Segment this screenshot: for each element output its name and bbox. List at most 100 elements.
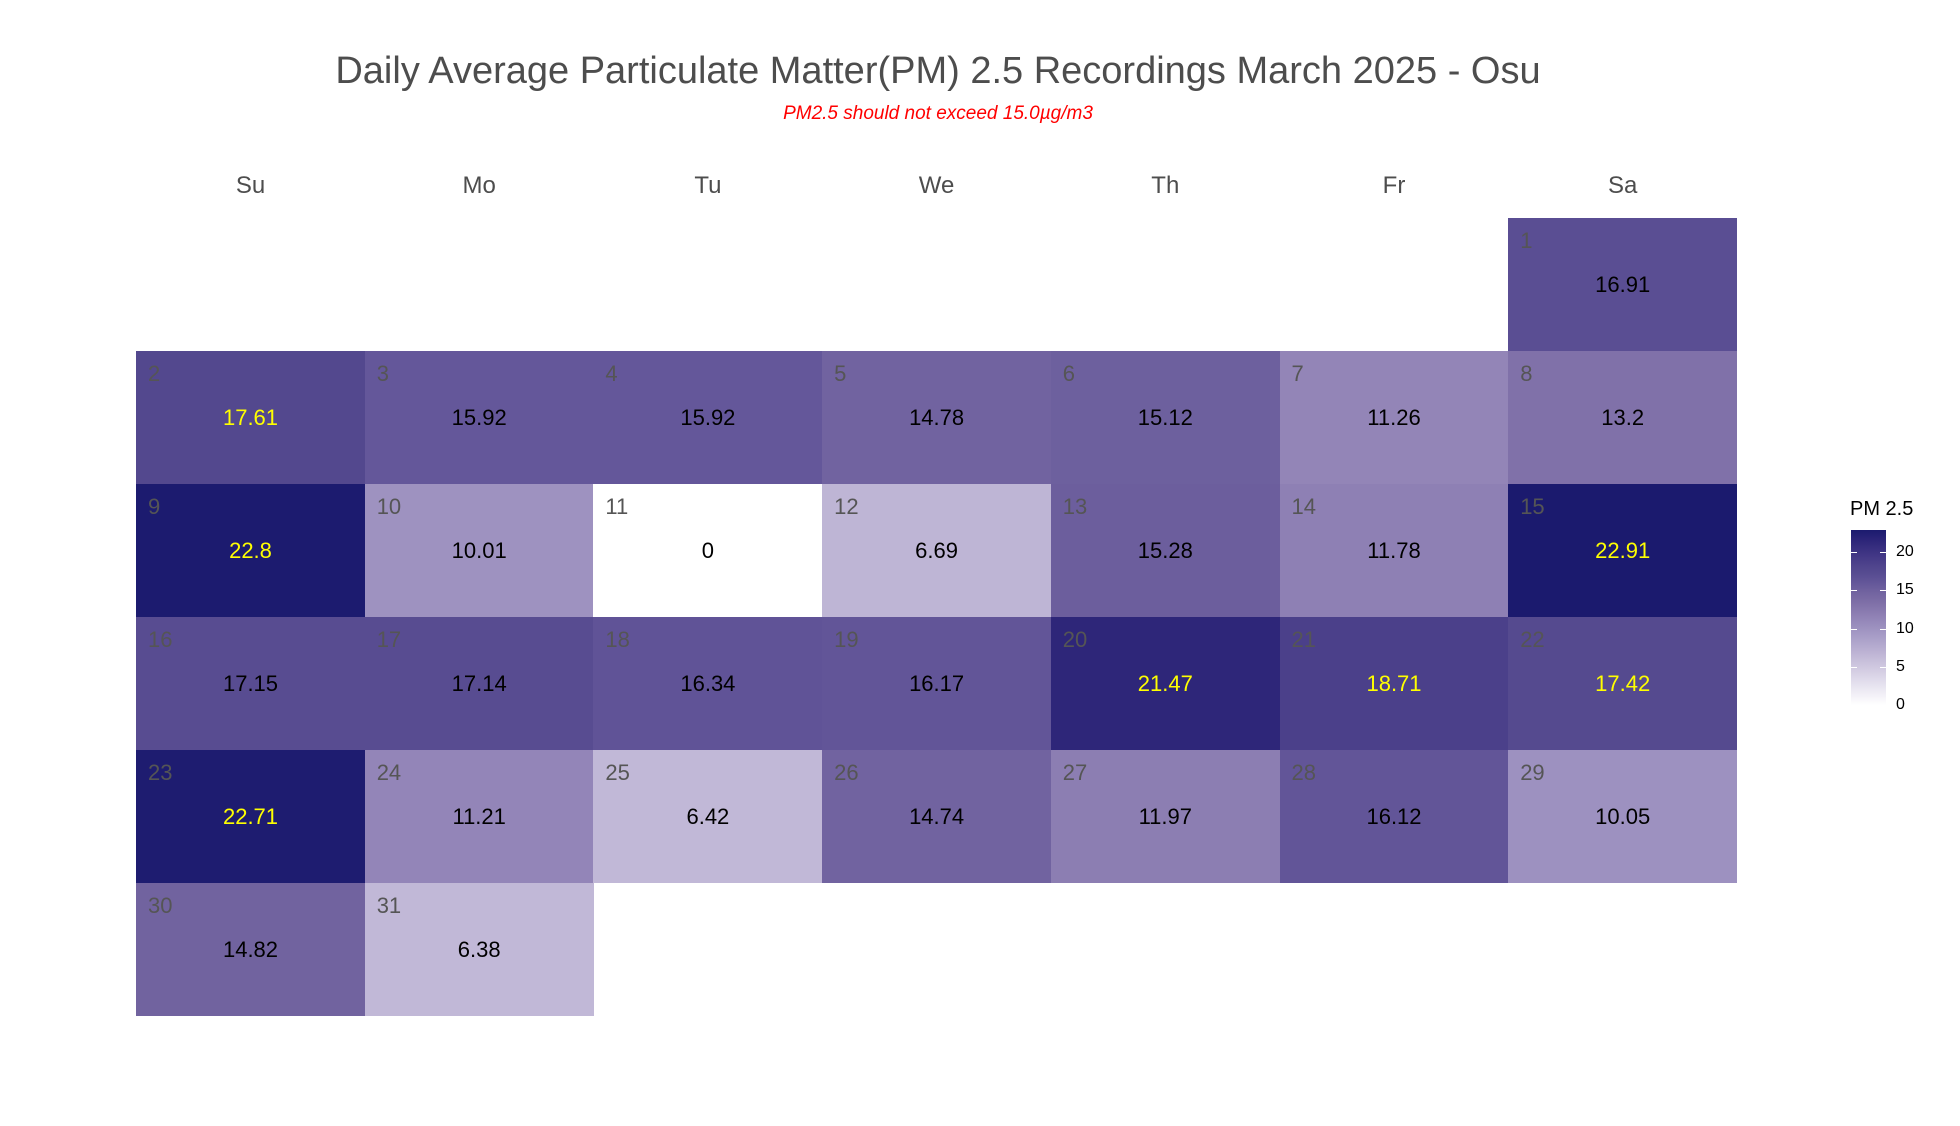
day-number-label: 5 (834, 361, 847, 386)
value-label: 17.14 (451, 671, 507, 696)
heatmap-cell: 26 14.74 (822, 750, 1052, 883)
heatmap-cell: 10 10.01 (364, 484, 594, 617)
value-label: 15.28 (1137, 538, 1193, 563)
chart-subtitle: PM2.5 should not exceed 15.0µg/m3 (783, 103, 1093, 124)
legend-tick-mark (1880, 590, 1886, 592)
day-number-label: 28 (1291, 760, 1316, 785)
value-label: 16.34 (680, 671, 736, 696)
value-label: 15.12 (1137, 405, 1193, 430)
heatmap-cell: 17 17.14 (364, 617, 594, 750)
legend-gradient-rect (1851, 530, 1886, 705)
day-number-label: 31 (376, 893, 402, 918)
heatmap-cell: 11 0 (593, 484, 823, 617)
heatmap-cell: 6 15.12 (1050, 351, 1280, 484)
value-label: 14.78 (909, 405, 965, 430)
weekday-header-fr: Fr (1382, 172, 1406, 199)
legend-tick-mark (1880, 628, 1886, 630)
value-label: 14.74 (909, 804, 965, 829)
day-number-label: 11 (605, 494, 629, 519)
value-label: 11.21 (452, 804, 506, 829)
value-label: 11.78 (1367, 538, 1421, 563)
heatmap-cell: 20 21.47 (1050, 617, 1280, 750)
day-number-label: 26 (834, 760, 859, 785)
heatmap-cell: 7 11.26 (1279, 351, 1509, 484)
legend-tick-label: 15 (1896, 581, 1914, 599)
value-label: 17.61 (222, 405, 279, 430)
day-number-label: 30 (148, 893, 173, 918)
heatmap-cell: 9 22.8 (136, 484, 365, 617)
legend-tick-mark (1851, 590, 1857, 592)
legend-tick-mark (1851, 552, 1857, 554)
weekday-header-su: Su (235, 172, 266, 199)
day-number-label: 13 (1062, 494, 1088, 519)
day-number-label: 24 (376, 760, 402, 785)
heatmap-cell: 1 16.91 (1508, 218, 1738, 351)
day-number-label: 29 (1520, 760, 1545, 785)
weekday-header-mo: Mo (462, 172, 496, 199)
legend-tick-label: 20 (1896, 543, 1914, 561)
day-number-label: 1 (1520, 228, 1533, 253)
value-label: 6.69 (915, 538, 958, 563)
legend-colorbar (1851, 530, 1886, 705)
weekday-header-we: We (918, 172, 955, 199)
value-label: 18.71 (1366, 671, 1422, 696)
day-number-label: 21 (1291, 627, 1316, 652)
value-label: 11.97 (1138, 804, 1192, 829)
day-number-label: 10 (376, 494, 402, 519)
value-label: 14.82 (222, 937, 279, 962)
legend-tick-mark (1851, 666, 1857, 668)
heatmap-cell: 5 14.78 (822, 351, 1052, 484)
heatmap-cell: 27 11.97 (1050, 750, 1280, 883)
heatmap-cell: 31 6.38 (364, 883, 594, 1016)
chart-title: Daily Average Particulate Matter(PM) 2.5… (335, 50, 1541, 92)
day-number-label: 19 (834, 627, 859, 652)
heatmap-cell: 18 16.34 (593, 617, 823, 750)
heatmap-cell: 23 22.71 (136, 750, 365, 883)
day-number-label: 22 (1520, 627, 1545, 652)
day-number-label: 12 (834, 494, 859, 519)
legend-tick-label: 5 (1896, 657, 1905, 675)
legend-tick-label: 0 (1896, 696, 1905, 713)
heatmap-cell: 14 11.78 (1279, 484, 1509, 617)
heatmap-cell: 15 22.91 (1508, 484, 1738, 617)
value-label: 16.17 (909, 671, 965, 696)
day-number-label: 8 (1520, 361, 1533, 386)
heatmap-cell: 3 15.92 (364, 351, 594, 484)
heatmap-cell: 28 16.12 (1279, 750, 1509, 883)
weekday-header-tu: Tu (694, 172, 722, 199)
heatmap-cell: 19 16.17 (822, 617, 1052, 750)
value-label: 11.26 (1367, 405, 1421, 430)
day-number-label: 6 (1062, 361, 1076, 386)
day-number-label: 20 (1062, 627, 1088, 652)
value-label: 16.91 (1595, 272, 1651, 297)
value-label: 10.05 (1595, 804, 1651, 829)
value-label: 22.91 (1595, 538, 1651, 563)
day-number-label: 3 (376, 361, 389, 386)
weekday-header-sa: Sa (1608, 172, 1638, 199)
day-number-label: 18 (605, 627, 630, 652)
value-label: 13.2 (1601, 405, 1645, 430)
heatmap-cell: 24 11.21 (364, 750, 594, 883)
heatmap-cell: 25 6.42 (593, 750, 823, 883)
heatmap-cell: 30 14.82 (136, 883, 365, 1016)
legend-tick-label: 10 (1896, 619, 1914, 637)
heatmap-cell: 4 15.92 (593, 351, 823, 484)
day-number-label: 16 (148, 627, 173, 652)
value-label: 0 (701, 538, 715, 563)
colorbar-legend: PM 2.5 0 5 10 15 20 (1848, 498, 1958, 728)
heatmap-cell: 13 15.28 (1050, 484, 1280, 617)
legend-title: PM 2.5 (1850, 498, 1914, 520)
value-label: 17.42 (1595, 671, 1651, 696)
weekday-header-th: Th (1151, 172, 1180, 199)
value-label: 6.42 (686, 804, 730, 829)
heatmap-cell: 8 13.2 (1508, 351, 1738, 484)
day-number-label: 7 (1291, 361, 1304, 386)
value-label: 22.71 (222, 804, 279, 829)
legend-tick-mark (1880, 666, 1886, 668)
value-label: 15.92 (680, 405, 736, 430)
value-label: 21.47 (1137, 671, 1193, 696)
heatmap-cell: 2 17.61 (136, 351, 365, 484)
day-number-label: 9 (148, 494, 161, 519)
value-label: 10.01 (451, 538, 507, 563)
heatmap-cell: 12 6.69 (822, 484, 1052, 617)
